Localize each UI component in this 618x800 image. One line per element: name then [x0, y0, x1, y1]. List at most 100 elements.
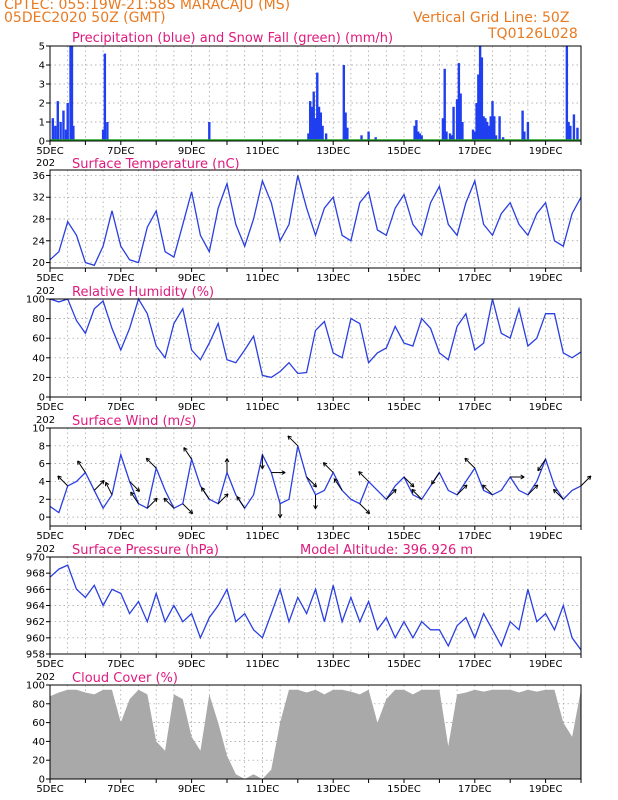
y-tick-label: 2: [39, 99, 45, 110]
y-tick-label: 20: [32, 373, 45, 384]
wind-arrow-head: [537, 466, 542, 472]
x-tick-label: 17DEC: [458, 531, 492, 542]
wind-arrow: [183, 447, 193, 460]
x-tick-label: 7DEC: [107, 402, 134, 413]
wind-arrow: [464, 457, 476, 469]
precip-bar: [416, 131, 420, 141]
precip-bar: [441, 118, 445, 141]
precip-bar: [487, 125, 491, 141]
x-tick-label: 5DEC: [36, 146, 63, 157]
wind-arrow-head: [464, 457, 469, 463]
precip-bar: [360, 135, 363, 141]
wind-arrow-head: [431, 480, 436, 485]
wind-arrow-head: [520, 474, 525, 480]
y-tick-label: 968: [26, 569, 45, 580]
wind-arrow: [287, 435, 299, 447]
y-tick-label: 60: [32, 334, 45, 345]
y-tick-label: 966: [26, 585, 45, 596]
x-tick-label: 19DEC: [529, 531, 563, 542]
wind-arrow: [145, 457, 157, 469]
model-id: TQ0126L028: [488, 26, 578, 42]
wind-arrow-head: [77, 460, 82, 465]
wind-arrow-head: [552, 488, 558, 494]
x-tick-label: 5DEC: [36, 784, 63, 795]
precip-bar: [321, 125, 324, 141]
year-fragment: 202: [36, 158, 55, 169]
precip-bar: [314, 118, 317, 141]
x-tick-label: 5DEC: [36, 531, 63, 542]
wind-arrow-head: [130, 491, 135, 497]
y-tick-label: 2: [39, 495, 45, 506]
panel-frame: [49, 427, 582, 527]
precip-bar: [308, 101, 312, 141]
x-tick-label: 15DEC: [387, 273, 421, 284]
header-line2: 05DEC2020 50Z (GMT): [4, 10, 166, 26]
wind-arrow: [93, 480, 105, 491]
precip-bar: [523, 131, 526, 141]
panel-title: Relative Humidity (%): [72, 285, 214, 300]
x-tick-label: 11DEC: [246, 146, 280, 157]
wind-arrow: [236, 496, 246, 509]
wind-arrow: [77, 460, 86, 473]
wind-arrow-head: [145, 457, 151, 463]
wind-arrow: [333, 478, 343, 491]
wind-arrow: [105, 482, 113, 496]
header-line1: CPTEC: 055:19W-21:58S MARACAJU (MS): [4, 0, 291, 13]
x-tick-label: 9DEC: [178, 784, 205, 795]
precip-bar: [59, 122, 62, 141]
y-tick-label: 1: [39, 118, 45, 129]
precip-bar: [56, 101, 59, 141]
precip-bar: [448, 133, 452, 141]
precip-bar: [70, 46, 74, 141]
year-fragment: 202: [36, 286, 55, 297]
precip-bar: [208, 122, 211, 141]
wind-arrow-head: [236, 496, 241, 501]
y-tick-label: 60: [32, 718, 45, 729]
x-tick-label: 9DEC: [178, 531, 205, 542]
precip-bar: [526, 122, 530, 141]
wind-arrow: [411, 489, 423, 500]
x-tick-label: 7DEC: [107, 531, 134, 542]
x-tick-label: 13DEC: [316, 531, 350, 542]
precip-bar: [450, 135, 453, 141]
wind-arrow: [527, 484, 539, 496]
precip-bar: [494, 135, 498, 141]
wind-arrow: [537, 458, 547, 472]
x-tick-label: 11DEC: [246, 402, 280, 413]
y-tick-label: 0: [39, 775, 45, 786]
precip-bar: [498, 116, 501, 141]
wind-arrow-head: [365, 509, 371, 515]
y-tick-label: 100: [26, 681, 45, 692]
y-tick-label: 6: [39, 459, 45, 470]
precip-bar: [307, 133, 310, 141]
y-tick-label: 0: [39, 393, 45, 404]
precip-bar: [103, 53, 107, 141]
x-tick-label: 15DEC: [387, 146, 421, 157]
year-fragment: 202: [36, 672, 55, 683]
precip-bar: [452, 106, 455, 141]
wind-arrow: [322, 462, 334, 473]
wind-arrow-head: [409, 482, 415, 488]
wind-arrow: [57, 475, 69, 487]
wind-arrow-head: [153, 497, 158, 503]
precip-bar: [489, 116, 492, 141]
precip-bar: [521, 110, 524, 141]
wind-arrow-head: [322, 462, 328, 467]
precip-bar: [312, 91, 315, 141]
wind-arrow-head: [333, 478, 339, 483]
x-tick-label: 9DEC: [178, 659, 205, 670]
y-tick-label: 80: [32, 699, 45, 710]
vertical-grid-note: Vertical Grid Line: 50Z: [413, 10, 570, 26]
wind-arrow-head: [312, 482, 318, 488]
y-tick-label: 100: [26, 295, 45, 306]
panel-frame: [49, 684, 582, 780]
precip-bar: [367, 131, 370, 141]
panel-5: 958 960 962 964 966 968 970 5DEC 7DEC 9DEC 11DEC 13…: [26, 543, 582, 683]
wind-arrow: [385, 489, 397, 500]
panel-4: 0 2 4 6 8 10 5DEC 7DEC 9DEC 11DEC 13DEC 15DEC 17DEC 1…: [32, 414, 592, 555]
y-tick-label: 962: [26, 617, 45, 628]
precip-bar: [415, 120, 418, 141]
x-tick-label: 13DEC: [316, 659, 350, 670]
x-tick-label: 19DEC: [529, 659, 563, 670]
y-tick-label: 32: [32, 193, 45, 204]
